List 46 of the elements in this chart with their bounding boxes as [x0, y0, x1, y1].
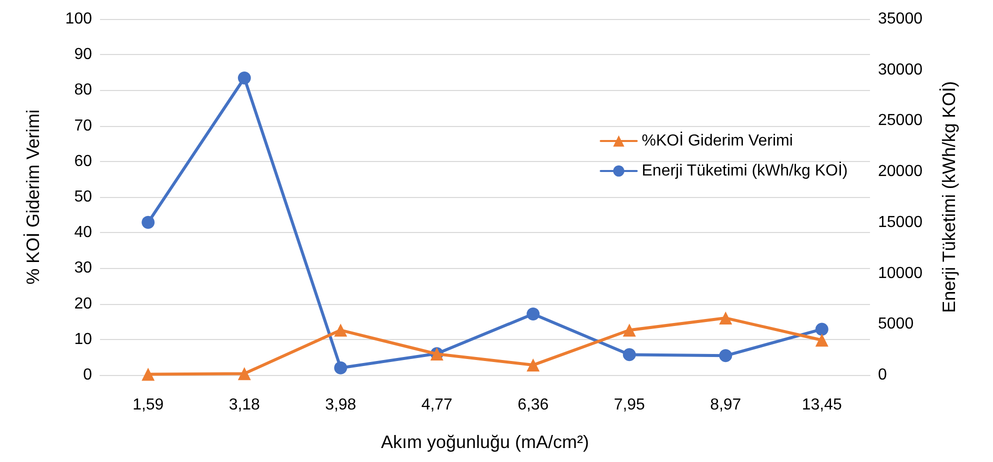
y-tick-label: 60	[74, 152, 92, 170]
y2-tick-label: 20000	[878, 163, 923, 180]
x-tick-label: 7,95	[614, 396, 646, 414]
point	[238, 367, 251, 380]
y-axis-title: % KOİ Giderim Verimi	[23, 109, 43, 285]
y-tick-label: 0	[83, 366, 92, 384]
y-tick-label: 10	[74, 330, 92, 348]
y2-tick-label: 30000	[878, 61, 923, 78]
x-tick-label: 1,59	[132, 396, 164, 414]
x-tick-label: 3,18	[228, 396, 260, 414]
point	[815, 322, 828, 336]
x-tick-label: 8,97	[710, 396, 742, 414]
point	[622, 348, 636, 362]
point	[815, 334, 828, 347]
y2-tick-label: 35000	[878, 10, 923, 28]
y-tick-label: 50	[74, 188, 92, 206]
y2-tick-label: 0	[878, 366, 887, 384]
point	[719, 349, 732, 362]
y2-axis-title: Enerji Tüketimi (kWh/kg KOİ)	[939, 81, 959, 313]
y-tick-label: 80	[74, 82, 92, 99]
x-axis-title: Akım yoğunluğu (mA/cm²)	[380, 432, 590, 452]
legend-label: %KOİ Giderim Verimi	[642, 132, 793, 150]
point	[622, 324, 636, 337]
point	[719, 312, 732, 325]
point	[142, 216, 155, 229]
y2-tick-label: 15000	[878, 214, 923, 231]
point	[238, 71, 251, 84]
x-tick-label: 13,45	[802, 396, 842, 414]
y-tick-label: 90	[74, 46, 92, 64]
x-tick-label: 4,77	[421, 396, 453, 414]
point	[142, 368, 155, 381]
legend-label: Enerji Tüketimi (kWh/kg KOİ)	[642, 162, 848, 180]
point	[526, 358, 540, 372]
y-tick-label: 70	[74, 117, 92, 134]
y2-tick-label: 10000	[878, 264, 923, 282]
y-tick-label: 40	[74, 224, 92, 242]
x-tick-label: 6,36	[518, 396, 549, 414]
point	[334, 324, 348, 337]
point	[526, 307, 540, 320]
point	[334, 361, 348, 374]
x-tick-label: 3,98	[325, 396, 356, 414]
y2-tick-label: 25000	[878, 112, 923, 130]
y-tick-label: 100	[65, 10, 92, 28]
y-tick-label: 20	[74, 295, 92, 312]
y-tick-label: 30	[74, 260, 92, 277]
y2-tick-label: 5000	[878, 316, 914, 333]
